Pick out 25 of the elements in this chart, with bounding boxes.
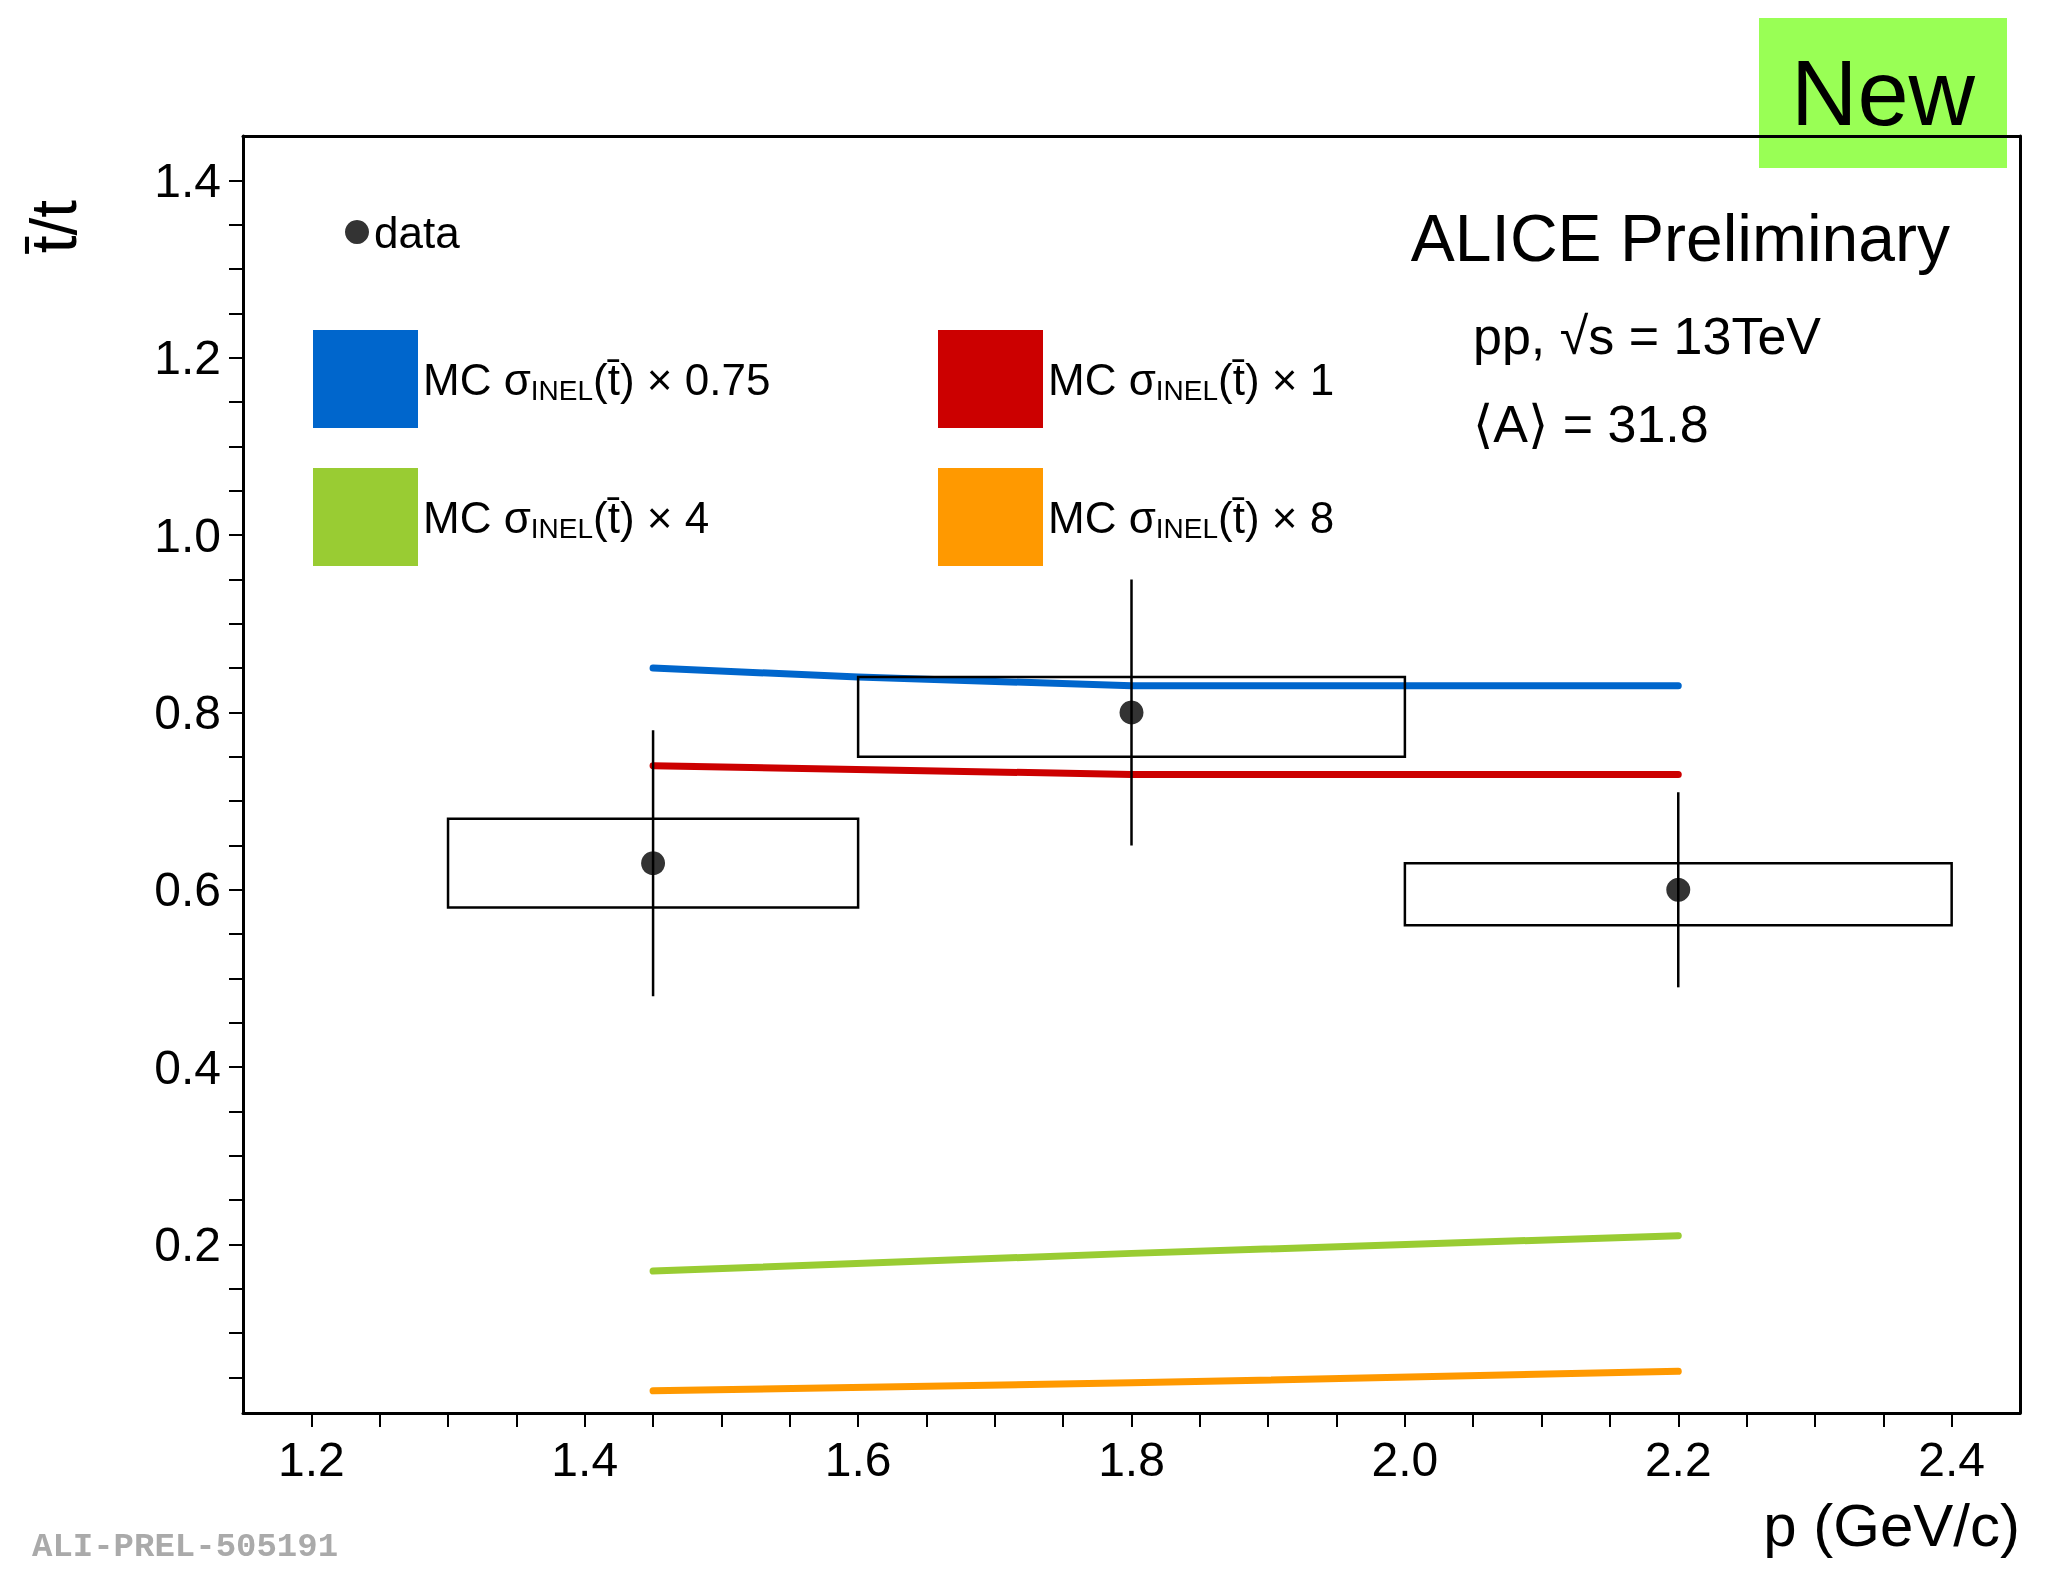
x-tick-label: 2.2 xyxy=(1644,1432,1712,1486)
y-tick-label: 0.6 xyxy=(154,863,221,917)
x-tick-label: 1.4 xyxy=(551,1432,619,1486)
y-axis-title: t̄/t xyxy=(18,199,90,255)
point xyxy=(1666,877,1691,902)
annotation: pp, √s = 13TeV xyxy=(1473,307,1822,365)
annotation: ALICE Preliminary xyxy=(1410,201,1951,275)
y-tick-label: 0.4 xyxy=(154,1040,221,1094)
y-tick-label: 0.2 xyxy=(154,1218,221,1272)
x-tick-label: 2.0 xyxy=(1371,1432,1439,1486)
x-tick-label: 2.4 xyxy=(1918,1432,1986,1486)
y-tick-label: 1.4 xyxy=(154,153,221,207)
y-tick-label: 0.8 xyxy=(154,685,221,739)
x-axis-title: p (GeV/c) xyxy=(1763,1491,2021,1559)
y-tick-label: 1.2 xyxy=(154,331,221,385)
x-tick-label: 1.2 xyxy=(277,1432,345,1486)
point xyxy=(1119,700,1144,725)
y-tick-label: 1.0 xyxy=(154,508,221,562)
annotation: ⟨A⟩ = 31.8 xyxy=(1473,395,1709,453)
x-tick-label: 1.8 xyxy=(1098,1432,1165,1486)
point xyxy=(641,851,666,876)
legend-label: data xyxy=(374,207,461,257)
x-tick-label: 1.6 xyxy=(824,1432,892,1486)
annotation: New xyxy=(1790,42,1976,144)
text: ALI-PREL-505191 xyxy=(32,1528,339,1566)
